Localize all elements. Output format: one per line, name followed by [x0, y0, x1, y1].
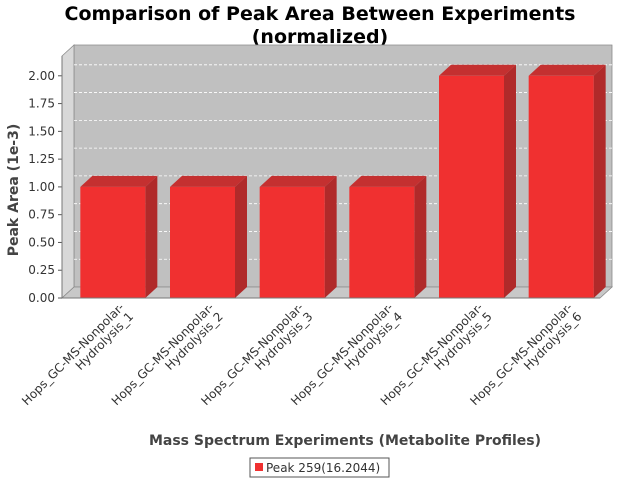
y-tick-label: 2.00	[28, 69, 55, 83]
bar	[170, 175, 247, 298]
bar-side	[235, 175, 247, 298]
chart-title: Comparison of Peak Area Between Experime…	[0, 3, 640, 49]
bar-top	[80, 175, 158, 187]
bar-front	[259, 186, 325, 298]
bar-front	[170, 186, 235, 298]
bar-top	[170, 175, 247, 187]
y-tick-label: 1.25	[28, 152, 55, 166]
y-tick-label: 1.50	[28, 124, 55, 138]
bar-top	[528, 64, 606, 76]
bar-top	[259, 175, 337, 187]
bar	[349, 175, 427, 298]
x-axis-label: Mass Spectrum Experiments (Metabolite Pr…	[149, 433, 541, 449]
bar-side	[504, 64, 516, 298]
y-tick-label: 0.25	[28, 263, 55, 277]
bar-front	[80, 186, 146, 298]
x-tick-label-line: Hops_GC-MS-Nonpolar-	[19, 300, 127, 408]
legend-box	[249, 457, 390, 478]
y-axis: 0.00 0.25 0.50 0.75 1.00 1.25 1.50 1.75 2.00	[28, 56, 63, 305]
bar	[439, 64, 516, 298]
bar-side	[324, 175, 337, 298]
bar-top	[439, 64, 516, 76]
bar-front	[528, 75, 594, 298]
bar	[528, 64, 606, 298]
y-tick-label: 0.00	[28, 291, 55, 305]
chart-title-line-1: Comparison of Peak Area Between Experime…	[64, 3, 576, 25]
chart-title-line-2: (normalized)	[251, 26, 389, 48]
y-tick-label: 1.75	[28, 97, 55, 111]
bar	[259, 175, 337, 298]
y-tick-label: 0.75	[28, 208, 55, 222]
bar-front	[349, 186, 415, 298]
x-axis: Hops_GC-MS-Nonpolar-Hydrolysis_1Hops_GC-…	[19, 297, 600, 408]
bar-front	[439, 75, 504, 298]
legend-label: Peak 259(16.2044)	[266, 461, 380, 475]
y-tick-label: 0.50	[28, 235, 55, 249]
bar-side	[414, 175, 427, 298]
bar-side	[145, 175, 158, 298]
legend-swatch	[255, 463, 263, 471]
plot-left-wall	[61, 44, 75, 299]
bar-top	[349, 175, 427, 187]
bar-side	[593, 64, 606, 298]
y-tick-label: 1.00	[28, 180, 55, 194]
legend: Peak 259(16.2044)	[249, 457, 390, 478]
bar	[80, 175, 158, 298]
bars	[80, 64, 606, 298]
y-axis-label: Peak Area (1e-3)	[6, 124, 22, 257]
